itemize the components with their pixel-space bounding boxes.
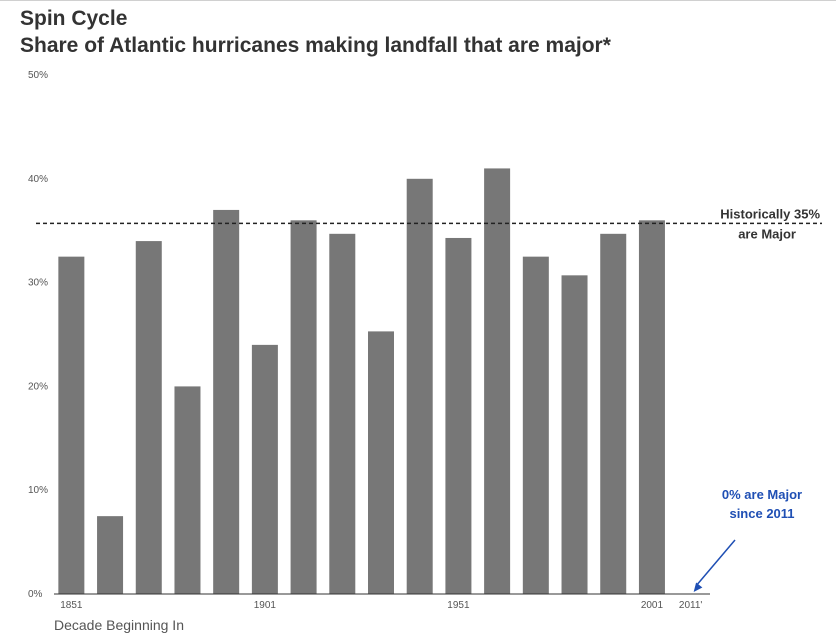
bar-1931 (368, 331, 394, 594)
y-tick-label: 30% (28, 278, 48, 289)
y-tick-label: 40% (28, 174, 48, 185)
y-tick-label: 0% (28, 589, 43, 600)
bar-1971 (522, 256, 549, 594)
bar-1981 (561, 275, 588, 594)
bars (58, 168, 665, 595)
bar-1951 (445, 237, 472, 594)
x-tick-label: 1901 (254, 600, 277, 611)
x-tick-label: 2001 (641, 600, 664, 611)
top-rule (0, 0, 836, 1)
x-tick-label: 1851 (60, 600, 83, 611)
reference-label-line-2: are Major (738, 226, 796, 241)
x-tick-label: 1951 (447, 600, 470, 611)
bar-1871 (135, 241, 162, 594)
bar-2001 (638, 220, 665, 594)
y-tick-label: 10% (28, 485, 48, 496)
annotation-label-line-2: since 2011 (729, 506, 794, 521)
bar-1891 (213, 209, 240, 594)
x-tick-label: 2011' (679, 600, 703, 611)
chart-subtitle: Share of Atlantic hurricanes making land… (20, 34, 611, 57)
bar-1851 (58, 256, 85, 594)
bar-1861 (97, 516, 124, 594)
x-axis-title: Decade Beginning In (54, 617, 184, 633)
y-tick-label: 20% (28, 381, 48, 392)
bar-1961 (484, 168, 511, 595)
chart-title: Spin Cycle (20, 7, 128, 30)
y-axis-ticks: 0% 10% 20% 30% 40% 50% (28, 70, 48, 600)
x-axis-ticks: 1851 1901 1951 2001 2011' (60, 600, 702, 611)
annotation-label-line-1: 0% are Major (722, 487, 802, 502)
bar-1911 (290, 220, 317, 594)
bar-1881 (174, 386, 201, 594)
reference-label-line-1: Historically 35% (720, 206, 820, 221)
y-tick-label: 50% (28, 70, 48, 81)
bar-1941 (406, 178, 433, 595)
annotation-arrow (697, 539, 736, 585)
bar-1991 (600, 233, 627, 594)
bar-1921 (329, 233, 356, 594)
annotation-arrowhead (693, 582, 703, 592)
bar-1901 (251, 344, 278, 594)
